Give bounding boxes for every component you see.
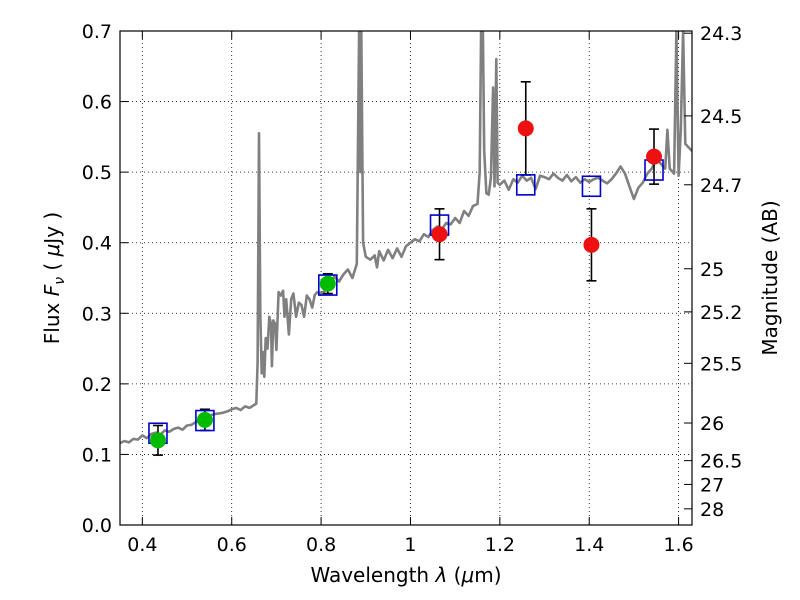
x-tick-label: 0.4 bbox=[127, 534, 157, 556]
x-tick-label: 1 bbox=[404, 534, 416, 556]
photometry-point bbox=[431, 226, 448, 243]
y2-tick-label: 26 bbox=[700, 413, 724, 435]
tick-labels: 0.4 0.6 0.8 1 1.2 1.4 1.6 0.0 0.1 0.2 0.3 0.4 0.5 0.6… bbox=[82, 21, 743, 556]
marker-layer bbox=[148, 120, 664, 449]
photometry-point bbox=[319, 275, 336, 292]
error-bar-layer bbox=[152, 81, 660, 456]
y2-tick-label: 25.2 bbox=[700, 302, 742, 324]
y2-tick-label: 26.5 bbox=[700, 451, 742, 473]
x-tick-label: 1.6 bbox=[663, 534, 693, 556]
spectrum-layer bbox=[120, 31, 692, 445]
plot-background bbox=[120, 31, 692, 525]
y-tick-label: 0.5 bbox=[82, 162, 112, 184]
x-tick-label: 1.2 bbox=[485, 534, 515, 556]
photometry-point bbox=[517, 120, 534, 137]
y-tick-label: 0.3 bbox=[82, 303, 112, 325]
y-tick-label: 0.2 bbox=[82, 374, 112, 396]
y-tick-label: 0.1 bbox=[82, 444, 112, 466]
ticks bbox=[120, 30, 692, 526]
y-tick-label: 0.6 bbox=[82, 92, 112, 114]
y-tick-label: 0.4 bbox=[82, 233, 112, 255]
y2-tick-label: 25 bbox=[700, 259, 724, 281]
model-square-marker bbox=[317, 274, 338, 296]
y2-tick-label: 24.7 bbox=[700, 175, 742, 197]
y-axis-title: Flux Fν ( μJy ) bbox=[40, 212, 68, 344]
x-axis-title: Wavelength λ (μm) bbox=[310, 563, 501, 587]
photometry-point bbox=[646, 148, 663, 165]
y2-tick-label: 24.3 bbox=[700, 23, 742, 45]
photometry-point bbox=[583, 236, 600, 253]
y2-axis-title: Magnitude (AB) bbox=[758, 200, 782, 355]
x-tick-label: 0.6 bbox=[217, 534, 247, 556]
y-tick-label: 0.7 bbox=[82, 21, 112, 43]
photometry-point bbox=[149, 432, 166, 449]
plot-frame bbox=[119, 30, 693, 526]
model-square-marker bbox=[515, 174, 536, 196]
y2-tick-label: 27 bbox=[700, 474, 724, 496]
model-square-marker bbox=[581, 175, 602, 198]
y2-tick-label: 25.5 bbox=[700, 353, 742, 375]
model-square-marker bbox=[195, 409, 215, 432]
y2-tick-label: 28 bbox=[700, 499, 724, 521]
spectrum-line bbox=[120, 31, 692, 445]
x-tick-label: 0.8 bbox=[306, 534, 336, 556]
y-tick-label: 0.0 bbox=[82, 515, 112, 537]
x-tick-label: 1.4 bbox=[574, 534, 604, 556]
photometry-point bbox=[196, 411, 213, 428]
y2-tick-label: 24.5 bbox=[700, 106, 742, 128]
